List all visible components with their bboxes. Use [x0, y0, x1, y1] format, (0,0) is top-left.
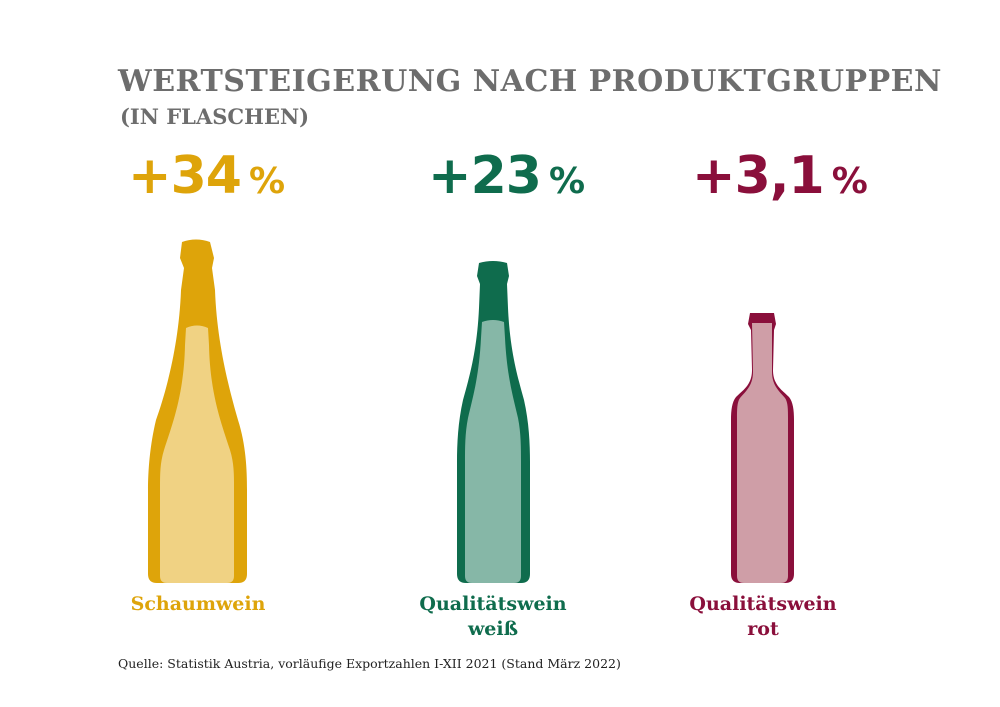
value-number: +3,1 [692, 146, 825, 206]
bottle-inner-schaumwein [160, 325, 234, 583]
page-subtitle: (IN FLASCHEN) [120, 104, 310, 129]
value-label-qualitaetswein-rot: +3,1% [692, 150, 868, 202]
bottle-mark-qualitaetswein-weiss [457, 261, 530, 583]
page-title: WERTSTEIGERUNG NACH PRODUKTGRUPPEN [118, 64, 942, 99]
category-label-line1: Qualitätswein [689, 593, 837, 615]
category-label-qualitaetswein-weiss: Qualitätswein weiß [403, 592, 583, 642]
bottle-inner-qualitaetswein-weiss [465, 320, 521, 583]
value-unit: % [831, 161, 868, 202]
category-label-qualitaetswein-rot: Qualitätswein rot [673, 592, 853, 642]
value-label-schaumwein: +34% [128, 150, 285, 202]
category-label-line2: weiß [467, 618, 519, 640]
value-unit: % [548, 161, 586, 202]
value-unit: % [248, 161, 286, 202]
value-number: +23 [428, 146, 542, 206]
category-label-line2: rot [747, 618, 779, 640]
value-label-qualitaetswein-weiss: +23% [428, 150, 585, 202]
bottle-mark-qualitaetswein-rot [731, 313, 794, 583]
category-label-schaumwein: Schaumwein [113, 592, 283, 617]
category-label-line1: Qualitätswein [419, 593, 567, 615]
source-note: Quelle: Statistik Austria, vorläufige Ex… [118, 656, 621, 671]
category-label-line1: Schaumwein [130, 593, 266, 615]
value-number: +34 [128, 146, 242, 206]
bottle-mark-schaumwein [148, 239, 247, 583]
bottle-inner-qualitaetswein-rot [737, 323, 788, 583]
